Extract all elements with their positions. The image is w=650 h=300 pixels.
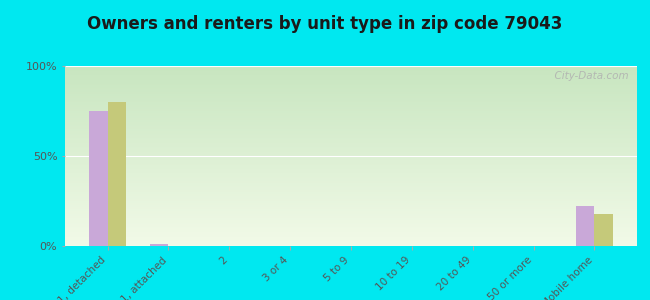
Bar [89,111,108,246]
Bar [108,102,126,246]
Bar [150,244,168,246]
Bar [576,206,594,246]
Text: City-Data.com: City-Data.com [548,71,629,81]
Text: Owners and renters by unit type in zip code 79043: Owners and renters by unit type in zip c… [87,15,563,33]
Bar [594,214,613,246]
